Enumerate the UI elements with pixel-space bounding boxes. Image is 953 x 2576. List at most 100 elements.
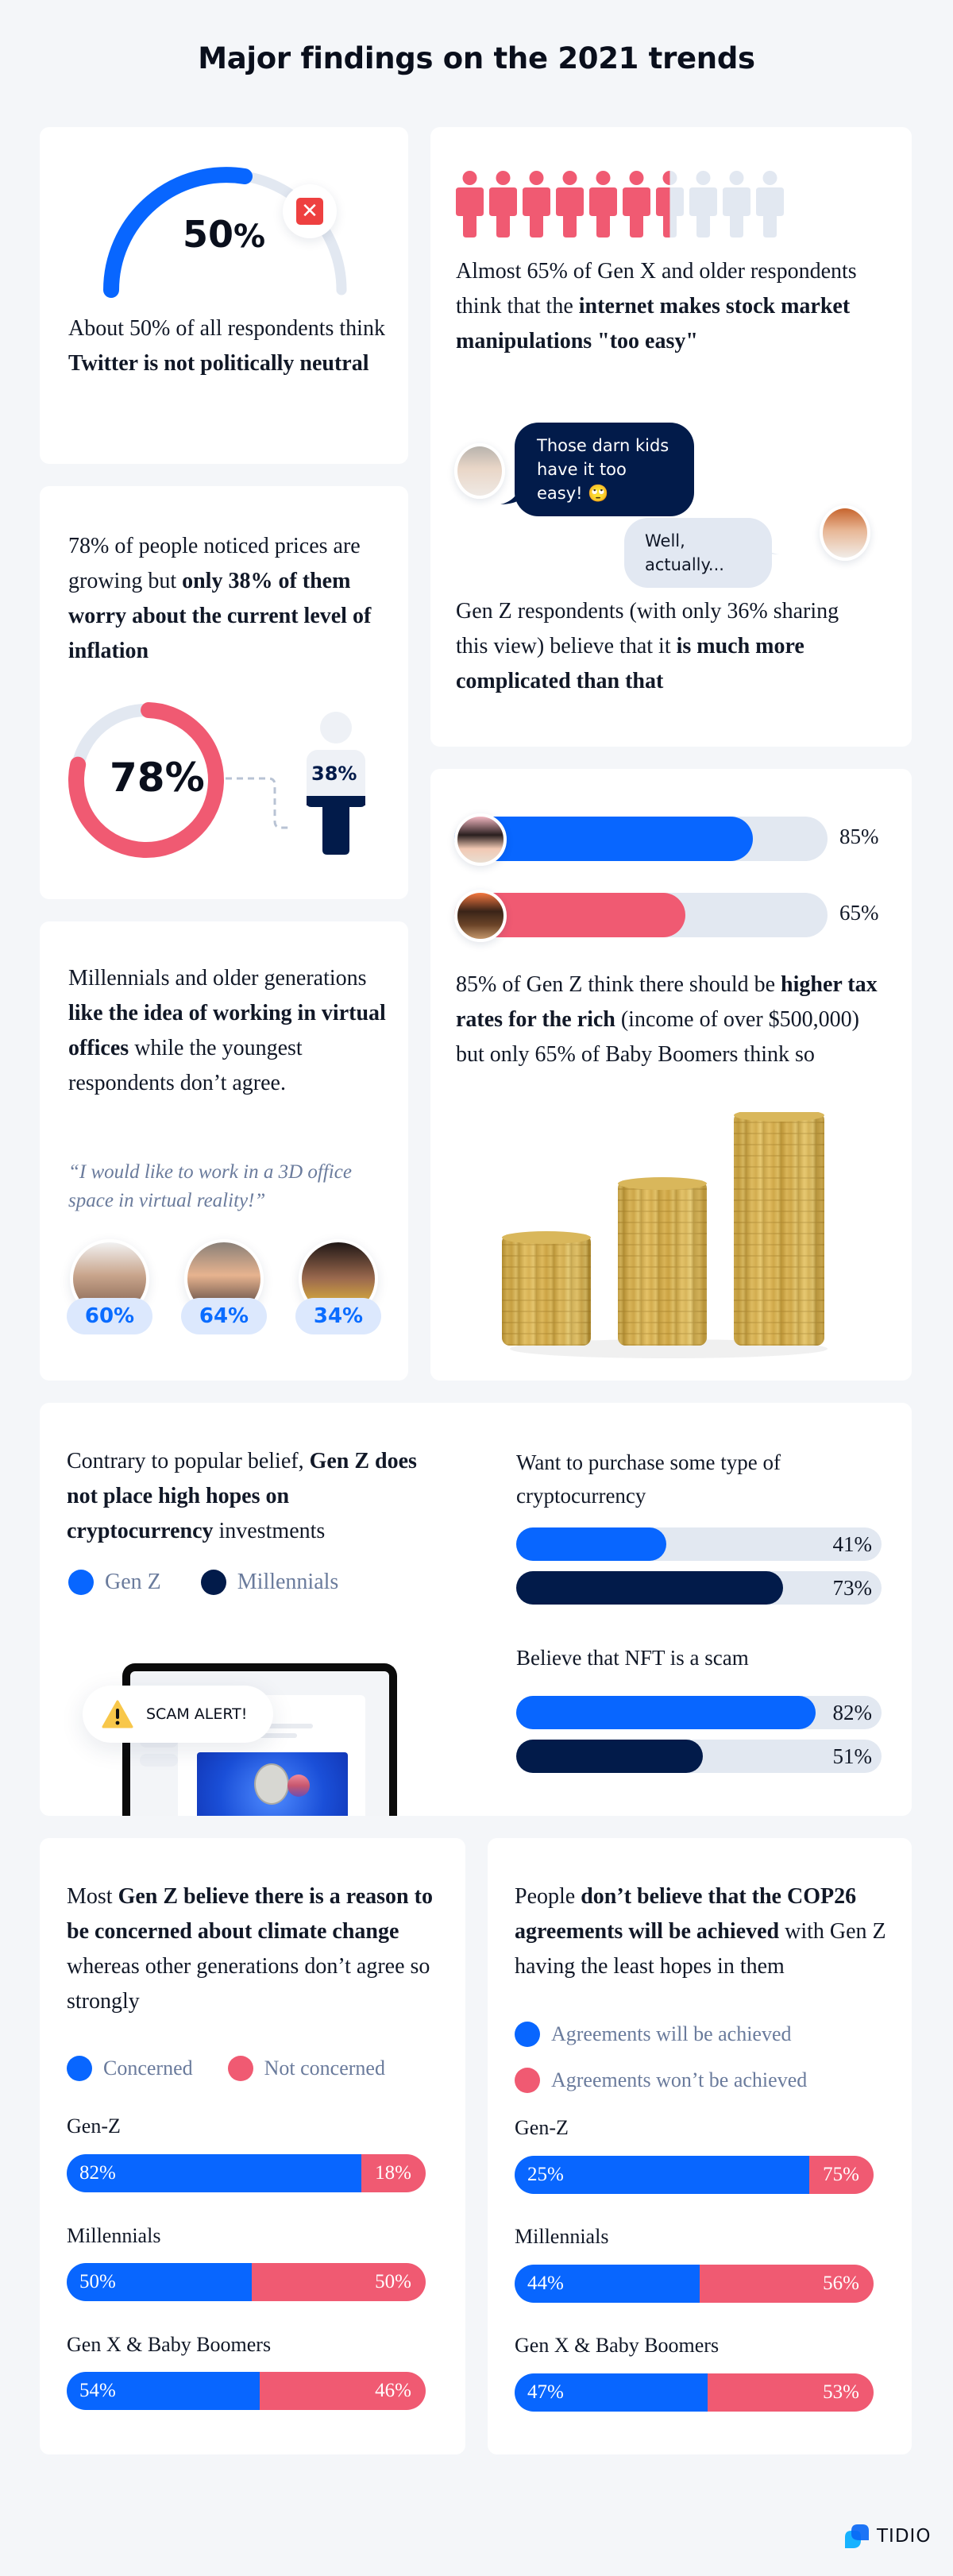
nft-bar-millennials: 51% <box>516 1740 882 1773</box>
x-badge: ✕ <box>283 184 337 238</box>
people-icon-row <box>456 171 784 238</box>
warning-icon <box>102 1700 133 1728</box>
not-concerned-segment: 18% <box>361 2154 426 2192</box>
person-icon <box>623 171 650 238</box>
group-label: Gen-Z <box>67 2114 121 2138</box>
not-achieved-segment: 75% <box>808 2156 874 2194</box>
climate-legend: Concerned Not concerned <box>67 2056 385 2081</box>
bar-fill <box>516 1696 816 1729</box>
concerned-segment: 54% <box>67 2372 260 2410</box>
tidio-logo-text[interactable]: TIDIO <box>877 2526 932 2547</box>
achieved-segment: 47% <box>515 2373 708 2412</box>
young-man-avatar <box>820 505 870 561</box>
person-icon <box>456 171 484 238</box>
bar-value: 41% <box>832 1532 873 1556</box>
figure-percent: 38% <box>311 763 357 785</box>
genz-stock-text: Gen Z respondents (with only 36% sharing… <box>456 599 839 693</box>
bar-value: 73% <box>832 1576 873 1600</box>
blue-dot-icon <box>515 2022 540 2047</box>
tax-text: 85% of Gen Z think there should be highe… <box>456 972 878 1067</box>
dashed-connector <box>226 777 289 829</box>
vr-percent: 34% <box>295 1298 381 1334</box>
navy-dot-icon <box>200 1570 226 1595</box>
crypto-coin-image <box>197 1752 348 1816</box>
crypto-text: Contrary to popular belief, Gen Z does n… <box>67 1449 417 1543</box>
not-achieved-segment: 56% <box>699 2265 874 2303</box>
bar-value: 51% <box>832 1744 873 1768</box>
pink-dot-icon <box>227 2056 253 2081</box>
group-label: Gen-Z <box>515 2116 569 2139</box>
not-concerned-segment: 50% <box>251 2263 426 2301</box>
legend-item-millennials: Millennials <box>200 1570 338 1595</box>
bar-fill <box>516 1527 666 1561</box>
cop26-text: People don’t believe that the COP26 agre… <box>515 1884 886 1979</box>
purchase-title: Want to purchase some type of cryptocurr… <box>516 1450 781 1508</box>
crypto-legend: Gen Z Millennials <box>68 1570 338 1595</box>
cop26-legend: Agreements will be achieved Agreements w… <box>515 2011 807 2103</box>
climate-bar-genx-boomers: 54% 46% <box>67 2372 426 2410</box>
scam-alert-badge: SCAM ALERT! <box>83 1686 273 1743</box>
chat-bubble-older: Those darn kids have it too easy! 🙄 <box>515 423 694 516</box>
group-label: Millennials <box>67 2224 161 2247</box>
vr-person-millennial: 64% <box>181 1239 267 1334</box>
group-label: Millennials <box>515 2225 609 2248</box>
tax-value: 65% <box>839 901 879 925</box>
bar-value: 82% <box>832 1701 873 1724</box>
person-icon <box>756 171 784 238</box>
page-title: Major findings on the 2021 trends <box>198 41 755 75</box>
blue-dot-icon <box>68 1570 94 1595</box>
group-label: Gen X & Baby Boomers <box>515 2334 720 2357</box>
vr-percent: 64% <box>181 1298 267 1334</box>
cop26-card: People don’t believe that the COP26 agre… <box>488 1838 912 2454</box>
twitter-text: About 50% of all respondents think Twitt… <box>68 316 385 376</box>
virtual-office-text: Millennials and older generations like t… <box>68 966 386 1095</box>
climate-bar-genz: 82% 18% <box>67 2154 426 2192</box>
person-icon <box>556 171 584 238</box>
tidio-logo-icon[interactable] <box>843 2523 870 2550</box>
purchase-bar-genz: 41% <box>516 1527 882 1561</box>
cop26-bar-genz: 25% 75% <box>515 2156 874 2194</box>
bubble-tail-light <box>758 540 780 554</box>
stock-card: Almost 65% of Gen X and older respondent… <box>430 127 912 747</box>
person-icon <box>523 171 550 238</box>
cop26-bar-genx-boomers: 47% 53% <box>515 2373 874 2412</box>
climate-card: Most Gen Z believe there is a reason to … <box>40 1838 465 2454</box>
concerned-segment: 50% <box>67 2263 252 2301</box>
twitter-card: 50% ✕ About 50% of all respondents think… <box>40 127 408 464</box>
crypto-card: Contrary to popular belief, Gen Z does n… <box>40 1403 912 1816</box>
chat-bubble-young: Well, actually... <box>624 518 772 588</box>
cop26-bar-millennials: 44% 56% <box>515 2265 874 2303</box>
tax-bar-genz <box>454 817 828 861</box>
tax-value: 85% <box>839 825 879 848</box>
climate-bar-millennials: 50% 50% <box>67 2263 426 2301</box>
pink-dot-icon <box>515 2068 540 2093</box>
nft-bar-genz: 82% <box>516 1696 882 1729</box>
vr-percent: 60% <box>67 1298 152 1334</box>
not-concerned-segment: 46% <box>259 2372 426 2410</box>
bar-fill <box>516 1571 783 1605</box>
vr-quote: “I would like to work in a 3D office spa… <box>68 1161 352 1211</box>
older-woman-avatar <box>454 443 505 499</box>
purchase-bar-millennials: 73% <box>516 1571 882 1605</box>
achieved-segment: 44% <box>515 2265 700 2303</box>
person-icon <box>489 171 517 238</box>
vr-person-older: 60% <box>67 1239 152 1334</box>
laptop-illustration <box>122 1663 397 1816</box>
nft-title: Believe that NFT is a scam <box>516 1646 749 1670</box>
inflation-text: 78% of people noticed prices are growing… <box>68 534 372 663</box>
vr-person-genz: 34% <box>295 1239 381 1334</box>
group-label: Gen X & Baby Boomers <box>67 2333 272 2356</box>
person-icon <box>689 171 717 238</box>
legend-item-genz: Gen Z <box>68 1570 161 1595</box>
legend-item-not-concerned: Not concerned <box>227 2056 385 2081</box>
person-icon <box>656 171 684 238</box>
coin-stacks-illustration <box>502 1112 828 1358</box>
tax-card: 85% 65% 85% of Gen Z think there should … <box>430 769 912 1381</box>
achieved-segment: 25% <box>515 2156 809 2194</box>
x-mark-icon: ✕ <box>296 198 323 225</box>
legend-item-achieved: Agreements will be achieved <box>515 2011 807 2057</box>
person-icon <box>723 171 750 238</box>
legend-item-not-achieved: Agreements won’t be achieved <box>515 2057 807 2103</box>
inflation-card: 78% of people noticed prices are growing… <box>40 486 408 899</box>
virtual-office-card: Millennials and older generations like t… <box>40 921 408 1381</box>
